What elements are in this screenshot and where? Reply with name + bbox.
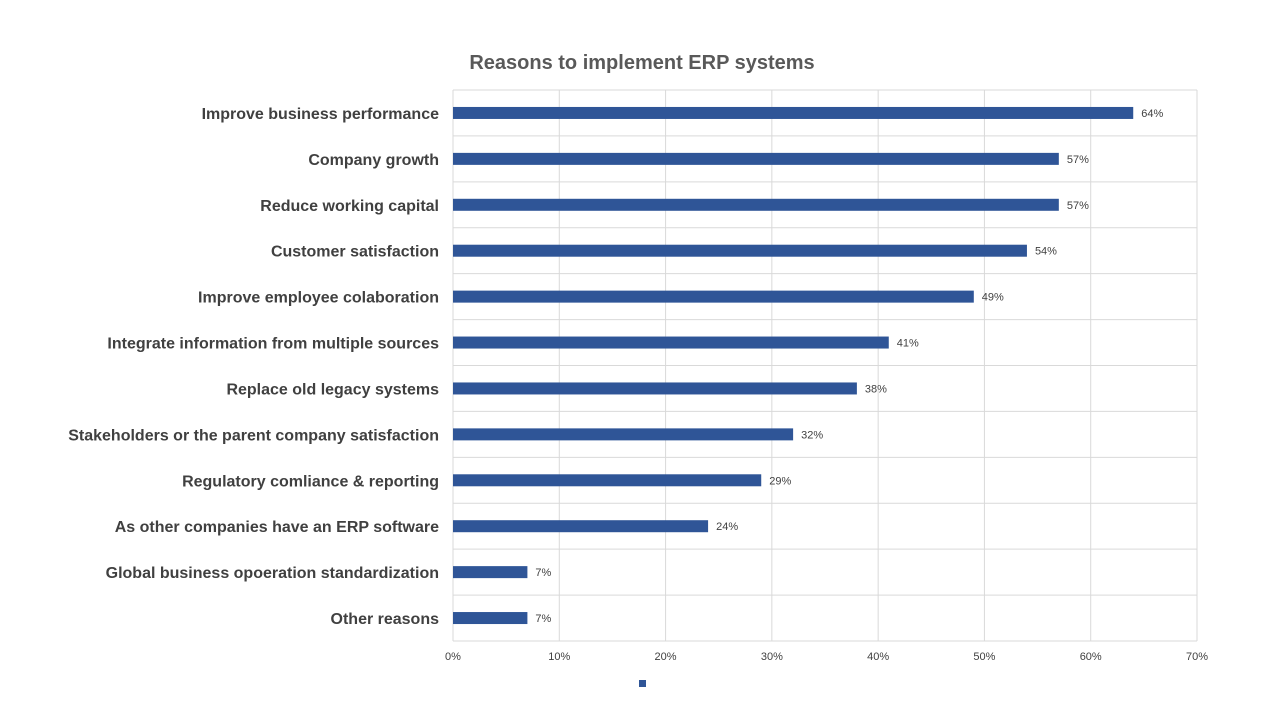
bars: [453, 106, 1134, 625]
data-label: 57%: [1067, 154, 1089, 166]
data-label: 29%: [769, 475, 791, 487]
category-label: Global business opoeration standardizati…: [106, 565, 439, 582]
data-label: 38%: [865, 383, 887, 395]
bar: [453, 290, 974, 303]
chart-title: Reasons to implement ERP systems: [469, 52, 814, 74]
category-label: Improve business performance: [202, 106, 440, 123]
x-tick-label: 30%: [761, 651, 783, 663]
data-label: 64%: [1141, 108, 1163, 120]
category-label: Company growth: [308, 152, 439, 169]
category-label: Stakeholders or the parent company satis…: [68, 427, 439, 444]
category-label: Integrate information from multiple sour…: [107, 336, 439, 353]
bar: [453, 520, 709, 533]
data-labels: 64% 57% 57% 54% 49% 41% 38% 32% 29% 24% 7% 7%: [535, 108, 1163, 625]
bar: [453, 428, 794, 441]
x-tick-labels: 0% 10% 20% 30% 40% 50% 60% 70%: [445, 651, 1208, 663]
data-label: 54%: [1035, 246, 1057, 258]
data-label: 7%: [535, 613, 551, 625]
bar: [453, 474, 762, 487]
x-tick-label: 60%: [1080, 651, 1102, 663]
x-tick-label: 70%: [1186, 651, 1208, 663]
category-label: Other reasons: [331, 611, 440, 628]
bar: [453, 612, 528, 625]
x-tick-label: 50%: [973, 651, 995, 663]
data-label: 24%: [716, 521, 738, 533]
category-labels: Improve business performance Company grow…: [68, 106, 439, 628]
data-label: 57%: [1067, 200, 1089, 212]
bar: [453, 566, 528, 579]
bar: [453, 336, 889, 349]
bar: [453, 152, 1059, 165]
bar: [453, 198, 1059, 211]
category-label: Customer satisfaction: [271, 244, 439, 261]
data-label: 49%: [982, 292, 1004, 304]
category-label: Reduce working capital: [260, 198, 439, 215]
x-tick-label: 0%: [445, 651, 461, 663]
bar: [453, 106, 1134, 119]
data-label: 7%: [535, 567, 551, 579]
category-label: Improve employee colaboration: [198, 290, 439, 307]
category-label: Regulatory comliance & reporting: [182, 473, 439, 490]
bar: [453, 382, 857, 395]
category-label: Replace old legacy systems: [226, 381, 439, 398]
x-tick-label: 40%: [867, 651, 889, 663]
bar: [453, 244, 1027, 257]
x-tick-label: 10%: [548, 651, 570, 663]
grid: [452, 89, 1198, 642]
category-label: As other companies have an ERP software: [115, 519, 439, 536]
data-label: 32%: [801, 429, 823, 441]
legend-swatch: [639, 680, 646, 687]
x-tick-label: 20%: [655, 651, 677, 663]
data-label: 41%: [897, 338, 919, 350]
